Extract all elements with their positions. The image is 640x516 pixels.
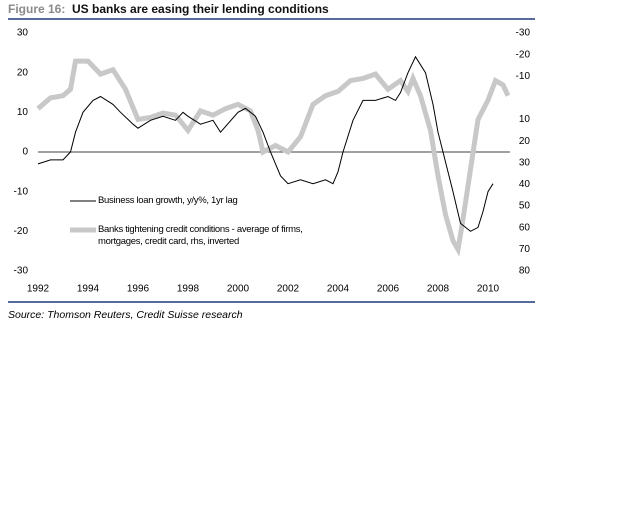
y-tick-label: 30 <box>17 28 29 39</box>
y2-tick-label: 70 <box>519 244 531 255</box>
y2-tick-label: 60 <box>519 222 531 233</box>
x-tick-label: 2002 <box>277 284 300 295</box>
source: Source: Thomson Reuters, Credit Suisse r… <box>8 309 243 321</box>
figure-label: Figure 16: <box>8 2 65 16</box>
y2-tick-label: 30 <box>519 157 531 168</box>
x-tick-label: 2000 <box>227 284 250 295</box>
x-tick-label: 1994 <box>77 284 100 295</box>
legend-label: Banks tightening credit conditions - ave… <box>98 224 303 247</box>
y2-tick-label: 80 <box>519 266 531 277</box>
y2-tick-label: 40 <box>519 179 531 190</box>
y2-tick-label: 10 <box>519 114 531 125</box>
x-tick-label: 2006 <box>377 284 400 295</box>
y-tick-label: -20 <box>14 226 29 237</box>
x-tick-label: 2010 <box>477 284 500 295</box>
series-line <box>36 58 511 257</box>
x-tick-label: 1998 <box>177 284 200 295</box>
y-tick-label: -10 <box>14 186 29 197</box>
y2-tick-label: -10 <box>516 71 531 82</box>
x-tick-label: 2004 <box>327 284 350 295</box>
x-tick-label: 1996 <box>127 284 150 295</box>
chart-title: US banks are easing their lending condit… <box>72 2 329 16</box>
x-tick-label: 1992 <box>27 284 50 295</box>
y2-tick-label: 20 <box>519 136 531 147</box>
y2-tick-label: -30 <box>516 28 531 39</box>
x-tick-label: 2008 <box>427 284 450 295</box>
y2-tick-label: -20 <box>516 49 531 60</box>
y-tick-label: 10 <box>17 107 29 118</box>
y-tick-label: 0 <box>22 147 28 158</box>
y2-tick-label: 50 <box>519 201 531 212</box>
legend-label: Business loan growth, y/y%, 1yr lag <box>98 195 238 206</box>
series-line <box>37 55 494 232</box>
y-tick-label: -30 <box>14 266 29 277</box>
y-tick-label: 20 <box>17 67 29 78</box>
